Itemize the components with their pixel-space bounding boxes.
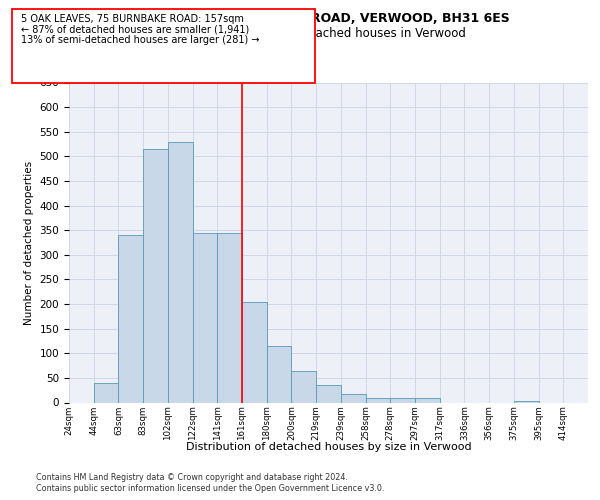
Text: Contains public sector information licensed under the Open Government Licence v3: Contains public sector information licen… bbox=[36, 484, 385, 493]
Text: 5 OAK LEAVES, 75 BURNBAKE ROAD: 157sqm: 5 OAK LEAVES, 75 BURNBAKE ROAD: 157sqm bbox=[21, 14, 244, 24]
Bar bbox=[341, 394, 365, 402]
Bar bbox=[365, 398, 390, 402]
Bar bbox=[316, 386, 341, 402]
Text: 5, OAK LEAVES, 75, BURNBAKE ROAD, VERWOOD, BH31 6ES: 5, OAK LEAVES, 75, BURNBAKE ROAD, VERWOO… bbox=[90, 12, 510, 26]
Bar bbox=[415, 398, 440, 402]
Bar bbox=[267, 346, 292, 403]
Bar bbox=[168, 142, 193, 402]
Bar bbox=[390, 398, 415, 402]
Bar bbox=[193, 232, 217, 402]
Text: ← 87% of detached houses are smaller (1,941): ← 87% of detached houses are smaller (1,… bbox=[21, 24, 249, 34]
Bar bbox=[143, 149, 168, 403]
Text: Contains HM Land Registry data © Crown copyright and database right 2024.: Contains HM Land Registry data © Crown c… bbox=[36, 472, 348, 482]
Bar bbox=[242, 302, 267, 402]
Text: Distribution of detached houses by size in Verwood: Distribution of detached houses by size … bbox=[186, 442, 472, 452]
Bar bbox=[514, 401, 539, 402]
Bar bbox=[118, 235, 143, 402]
Bar bbox=[94, 383, 118, 402]
Y-axis label: Number of detached properties: Number of detached properties bbox=[24, 160, 34, 324]
Bar bbox=[217, 232, 242, 402]
Bar bbox=[292, 370, 316, 402]
Text: 13% of semi-detached houses are larger (281) →: 13% of semi-detached houses are larger (… bbox=[21, 35, 260, 45]
Text: Size of property relative to detached houses in Verwood: Size of property relative to detached ho… bbox=[134, 28, 466, 40]
